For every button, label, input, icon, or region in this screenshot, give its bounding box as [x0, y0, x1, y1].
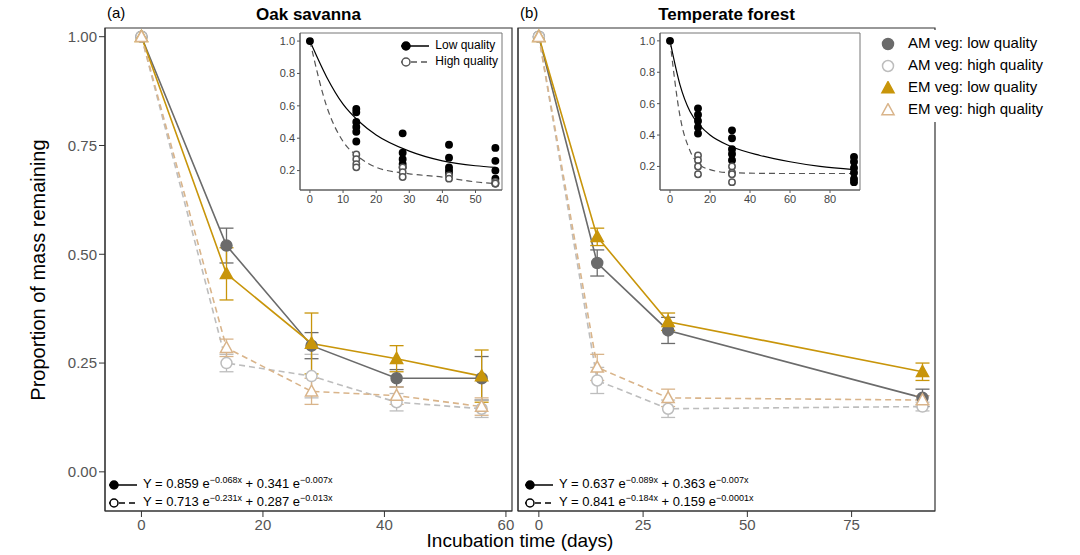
svg-text:1.00: 1.00 [68, 28, 97, 45]
svg-text:0.2: 0.2 [280, 164, 295, 176]
svg-text:0.4: 0.4 [640, 129, 655, 141]
html-text:EM veg: low quality: EM veg: low quality [908, 78, 1038, 95]
svg-text:0.2: 0.2 [640, 160, 655, 172]
svg-text:0: 0 [137, 516, 145, 533]
html-text:Y = 0.637 e−0.089x+ 0.363 e−0.: Y = 0.637 e−0.089x+ 0.363 e−0.007x [559, 475, 749, 492]
html-text:EM veg: high quality: EM veg: high quality [908, 100, 1044, 117]
svg-text:50: 50 [469, 193, 481, 205]
svg-text:50: 50 [739, 516, 756, 533]
svg-text:0.75: 0.75 [68, 137, 97, 154]
svg-text:10: 10 [337, 193, 349, 205]
svg-text:20: 20 [255, 516, 272, 533]
html-text:Y = 0.859 e−0.068x+ 0.341 e−0.: Y = 0.859 e−0.068x+ 0.341 e−0.007x [143, 475, 333, 492]
html-text:Low quality: Low quality [435, 38, 496, 52]
html-text:Temperate forest: Temperate forest [658, 5, 795, 24]
svg-text:0.8: 0.8 [280, 67, 295, 79]
svg-text:0.25: 0.25 [68, 354, 97, 371]
svg-text:40: 40 [436, 193, 448, 205]
svg-text:40: 40 [744, 193, 756, 205]
svg-text:20: 20 [370, 193, 382, 205]
svg-text:0: 0 [534, 515, 543, 533]
svg-text:40: 40 [376, 516, 393, 533]
svg-text:60: 60 [784, 193, 796, 205]
html-text:AM veg: high quality: AM veg: high quality [908, 56, 1044, 73]
html-text:(b): (b) [520, 4, 539, 21]
svg-text:60: 60 [497, 515, 515, 533]
svg-text:0: 0 [307, 193, 313, 205]
svg-text:1.0: 1.0 [280, 35, 295, 47]
svg-text:25: 25 [635, 516, 652, 533]
svg-text:80: 80 [824, 193, 836, 205]
svg-text:0.6: 0.6 [280, 100, 295, 112]
svg-text:0: 0 [667, 193, 673, 205]
svg-text:0.50: 0.50 [68, 246, 97, 263]
html-text:AM veg: low quality: AM veg: low quality [908, 34, 1038, 51]
svg-text:0.00: 0.00 [68, 463, 97, 480]
html-text:Incubation time (days): Incubation time (days) [426, 530, 614, 551]
html-text:Y = 0.841 e−0.184x+ 0.159 e−0.: Y = 0.841 e−0.184x+ 0.159 e−0.0001x [559, 493, 754, 510]
svg-text:75: 75 [843, 516, 860, 533]
html-text:Y = 0.713 e−0.231x+ 0.287 e−0.: Y = 0.713 e−0.231x+ 0.287 e−0.013x [143, 493, 333, 510]
svg-text:1.0: 1.0 [640, 35, 655, 47]
svg-text:0.6: 0.6 [640, 98, 655, 110]
svg-text:20: 20 [704, 193, 716, 205]
svg-text:30: 30 [403, 193, 415, 205]
html-text:Proportion of mass remaining: Proportion of mass remaining [27, 139, 49, 401]
svg-text:0.4: 0.4 [280, 132, 295, 144]
html-text:(a): (a) [107, 4, 126, 21]
svg-text:0.8: 0.8 [640, 66, 655, 78]
html-text:Oak savanna: Oak savanna [256, 5, 361, 24]
html-text:High quality: High quality [435, 54, 498, 68]
